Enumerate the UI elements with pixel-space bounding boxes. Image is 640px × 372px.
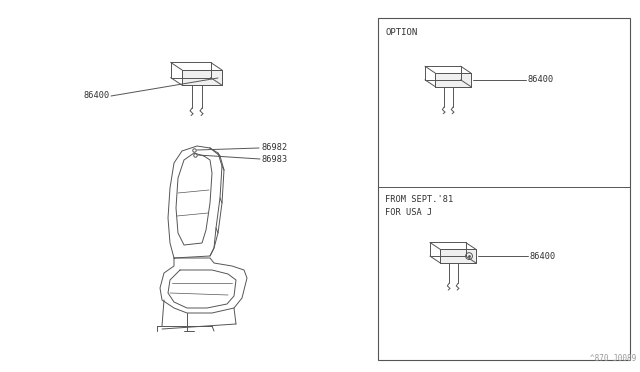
Text: ^870 J0089: ^870 J0089 — [589, 354, 636, 363]
Text: 86982: 86982 — [261, 144, 287, 153]
Bar — [378, 18, 630, 360]
Polygon shape — [440, 249, 476, 263]
Text: 86400: 86400 — [528, 75, 554, 84]
Polygon shape — [435, 73, 471, 87]
Text: 86400: 86400 — [83, 92, 109, 100]
Text: OPTION: OPTION — [385, 28, 417, 37]
Text: 86400: 86400 — [530, 251, 556, 261]
Text: 86983: 86983 — [262, 154, 288, 164]
Polygon shape — [182, 70, 222, 85]
Text: FROM SEPT.'81
FOR USA J: FROM SEPT.'81 FOR USA J — [385, 195, 453, 217]
